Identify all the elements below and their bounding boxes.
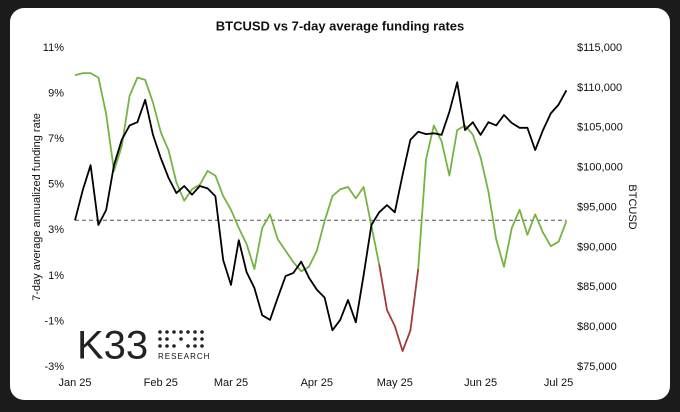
series-line [74, 81, 568, 332]
series-line [417, 124, 568, 270]
y-tick-label: 9% [48, 87, 64, 99]
y2-tick-label: $105,000 [577, 122, 623, 134]
series-line [74, 72, 381, 273]
y2-tick-label: $85,000 [577, 281, 617, 293]
x-tick-label: Feb 25 [144, 377, 178, 389]
series-line [378, 264, 420, 352]
y2-tick-label: $110,000 [577, 82, 622, 94]
x-tick-label: Jul 25 [544, 377, 573, 389]
y2-tick-label: $115,000 [577, 42, 622, 54]
y-tick-label: 7% [48, 133, 64, 145]
logo-subtitle: RESEARCH [158, 352, 210, 361]
y2-axis-label: BTCUSD [626, 184, 638, 229]
y-tick-label: -3% [44, 361, 64, 373]
y2-tick-label: $100,000 [577, 162, 623, 174]
chart-title: BTCUSD vs 7-day average funding rates [216, 18, 465, 33]
x-tick-label: Jun 25 [464, 377, 497, 389]
x-tick-label: Apr 25 [301, 377, 333, 389]
y-tick-label: 11% [43, 42, 64, 54]
logo-icon [158, 330, 204, 348]
y-tick-label: 3% [48, 224, 64, 236]
card [10, 8, 670, 400]
y-axis-label: 7-day average annualized funding rate [31, 113, 43, 301]
y2-tick-label: $90,000 [577, 241, 617, 253]
y-tick-label: -1% [44, 315, 64, 327]
y2-tick-label: $95,000 [577, 201, 617, 213]
y-tick-label: 5% [48, 179, 64, 191]
logo: K33 [77, 324, 148, 368]
y2-tick-label: $75,000 [577, 361, 617, 373]
x-tick-label: Mar 25 [214, 377, 248, 389]
y-tick-label: 1% [48, 270, 64, 282]
x-tick-label: Jan 25 [58, 377, 91, 389]
x-tick-label: May 25 [377, 377, 413, 389]
y2-tick-label: $80,000 [577, 321, 617, 333]
